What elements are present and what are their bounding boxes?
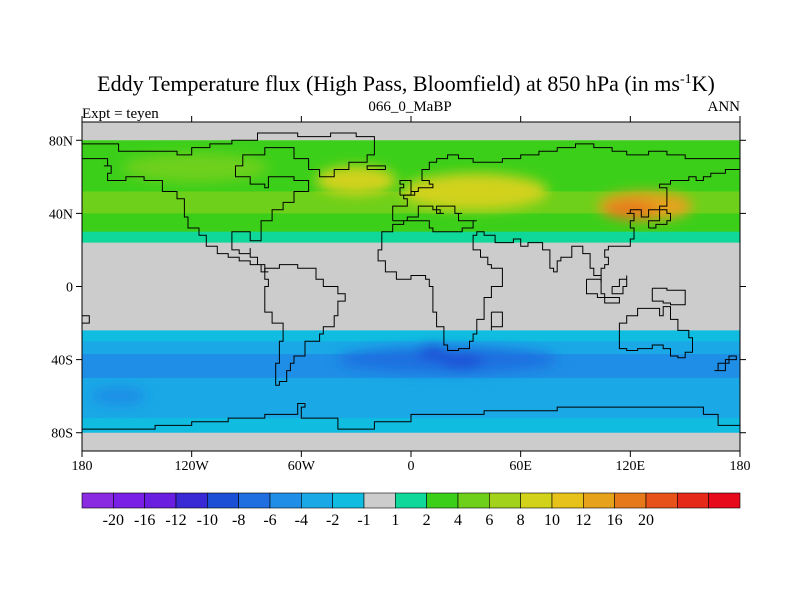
lat-tick-label: 40S bbox=[51, 354, 73, 369]
colorbar-label: 2 bbox=[423, 512, 431, 529]
colorbar-box bbox=[81, 492, 114, 509]
colorbar-box bbox=[113, 492, 145, 509]
field-blobs bbox=[91, 153, 693, 406]
colorbar-label: 8 bbox=[517, 512, 525, 529]
coastline-12 bbox=[490, 311, 503, 331]
coastline-0 bbox=[82, 132, 375, 273]
colorbar-box bbox=[395, 492, 427, 509]
colorbar-box bbox=[583, 492, 615, 509]
colorbar-box bbox=[363, 492, 396, 509]
lat-tick-label: 40N bbox=[49, 207, 73, 222]
colorbar-label: 10 bbox=[544, 512, 560, 529]
coastline-11 bbox=[651, 287, 686, 306]
coastline-4 bbox=[82, 403, 740, 430]
field-band-3 bbox=[82, 191, 740, 214]
colorbar-label: -4 bbox=[295, 512, 308, 529]
colorbar-box bbox=[520, 492, 553, 509]
coastlines bbox=[82, 132, 740, 430]
colorbar-box bbox=[301, 492, 333, 509]
field-band-11 bbox=[82, 399, 740, 419]
colorbar-box bbox=[175, 492, 208, 509]
plot-title: Eddy Temperature flux (High Pass, Bloomf… bbox=[97, 71, 715, 96]
field-anomaly-3 bbox=[315, 165, 397, 196]
field-band-4 bbox=[82, 213, 740, 233]
lon-tick-label: 180 bbox=[730, 459, 751, 474]
colorbar-box bbox=[457, 492, 490, 509]
coastline-7 bbox=[648, 209, 671, 229]
lon-tick-label: 180 bbox=[72, 459, 93, 474]
colorbar-label: 4 bbox=[454, 512, 462, 529]
lon-tick-label: 0 bbox=[408, 459, 415, 474]
field-band-0 bbox=[82, 122, 740, 141]
field-anomaly-2 bbox=[401, 173, 549, 210]
colorbar-label: -8 bbox=[232, 512, 245, 529]
experiment-label: Expt = teyen bbox=[82, 106, 159, 122]
field-anomaly-4 bbox=[122, 153, 269, 183]
colorbar-box bbox=[238, 492, 271, 509]
field-band-12 bbox=[82, 418, 740, 434]
lon-tick-group: 180 120W 60W 0 60E 120E 180 bbox=[72, 116, 751, 474]
colorbar-box bbox=[677, 492, 709, 509]
lat-tick-group: 80N 40N 0 40S 80S bbox=[49, 134, 746, 442]
colorbar-box bbox=[426, 492, 459, 509]
period-label: 066_0_MaBP bbox=[368, 99, 451, 115]
lon-tick-label: 60E bbox=[509, 459, 532, 474]
season-label: ANN bbox=[708, 99, 741, 115]
colorbar-label: 6 bbox=[485, 512, 493, 529]
title-main: Eddy Temperature flux (High Pass, Bloomf… bbox=[97, 71, 680, 96]
title-suffix: K) bbox=[692, 71, 715, 96]
colorbar-label: -2 bbox=[326, 512, 339, 529]
lon-tick-label: 60W bbox=[288, 459, 316, 474]
lat-tick-label: 80N bbox=[49, 134, 73, 149]
colorbar-label: 16 bbox=[607, 512, 623, 529]
map-panel bbox=[82, 122, 740, 451]
colorbar-box bbox=[207, 492, 239, 509]
coastline-9 bbox=[611, 275, 628, 295]
lon-tick-label: 120W bbox=[175, 459, 210, 474]
coastline-10 bbox=[604, 297, 620, 304]
coastline-6 bbox=[366, 165, 386, 170]
colorbar-label: -16 bbox=[134, 512, 155, 529]
colorbar-label: 12 bbox=[575, 512, 591, 529]
colorbar-box bbox=[144, 492, 177, 509]
coastline-5 bbox=[399, 180, 416, 196]
field-anomaly-7 bbox=[440, 354, 485, 369]
colorbar-label: 20 bbox=[638, 512, 654, 529]
coastline-1 bbox=[377, 143, 740, 351]
lat-tick-label: 0 bbox=[66, 281, 73, 296]
colorbar-box bbox=[489, 492, 521, 509]
title-superscript: -1 bbox=[680, 72, 692, 87]
colorbar-label: -10 bbox=[197, 512, 218, 529]
field-anomaly-6 bbox=[418, 344, 448, 360]
colorbar-box bbox=[551, 492, 584, 509]
colorbar-label: -20 bbox=[103, 512, 124, 529]
field-anomaly-8 bbox=[91, 387, 146, 406]
colorbar: -20 -16 -12 -10 -8 -6 -4 -2 -1 1 2 4 6 8 10 12 16 20 bbox=[81, 492, 741, 529]
colorbar-box bbox=[332, 492, 365, 509]
colorbar-box bbox=[708, 492, 741, 509]
coastline-3 bbox=[618, 306, 693, 359]
field-band-13 bbox=[82, 432, 740, 451]
lon-tick-label: 120E bbox=[616, 459, 646, 474]
field-band-6 bbox=[82, 242, 740, 331]
colorbar-box bbox=[269, 492, 302, 509]
field-band-5 bbox=[82, 231, 740, 244]
colorbar-label: 1 bbox=[391, 512, 399, 529]
colorbar-box bbox=[645, 492, 678, 509]
colorbar-label: -6 bbox=[263, 512, 276, 529]
colorbar-label: -1 bbox=[357, 512, 370, 529]
colorbar-label: -12 bbox=[165, 512, 186, 529]
colorbar-box bbox=[614, 492, 647, 509]
coastline-2 bbox=[264, 264, 346, 386]
field-band-10 bbox=[82, 377, 740, 401]
coastline-13 bbox=[714, 355, 737, 372]
lat-tick-label: 80S bbox=[51, 427, 73, 442]
field-band-7 bbox=[82, 330, 740, 342]
coastline-14 bbox=[82, 315, 90, 324]
